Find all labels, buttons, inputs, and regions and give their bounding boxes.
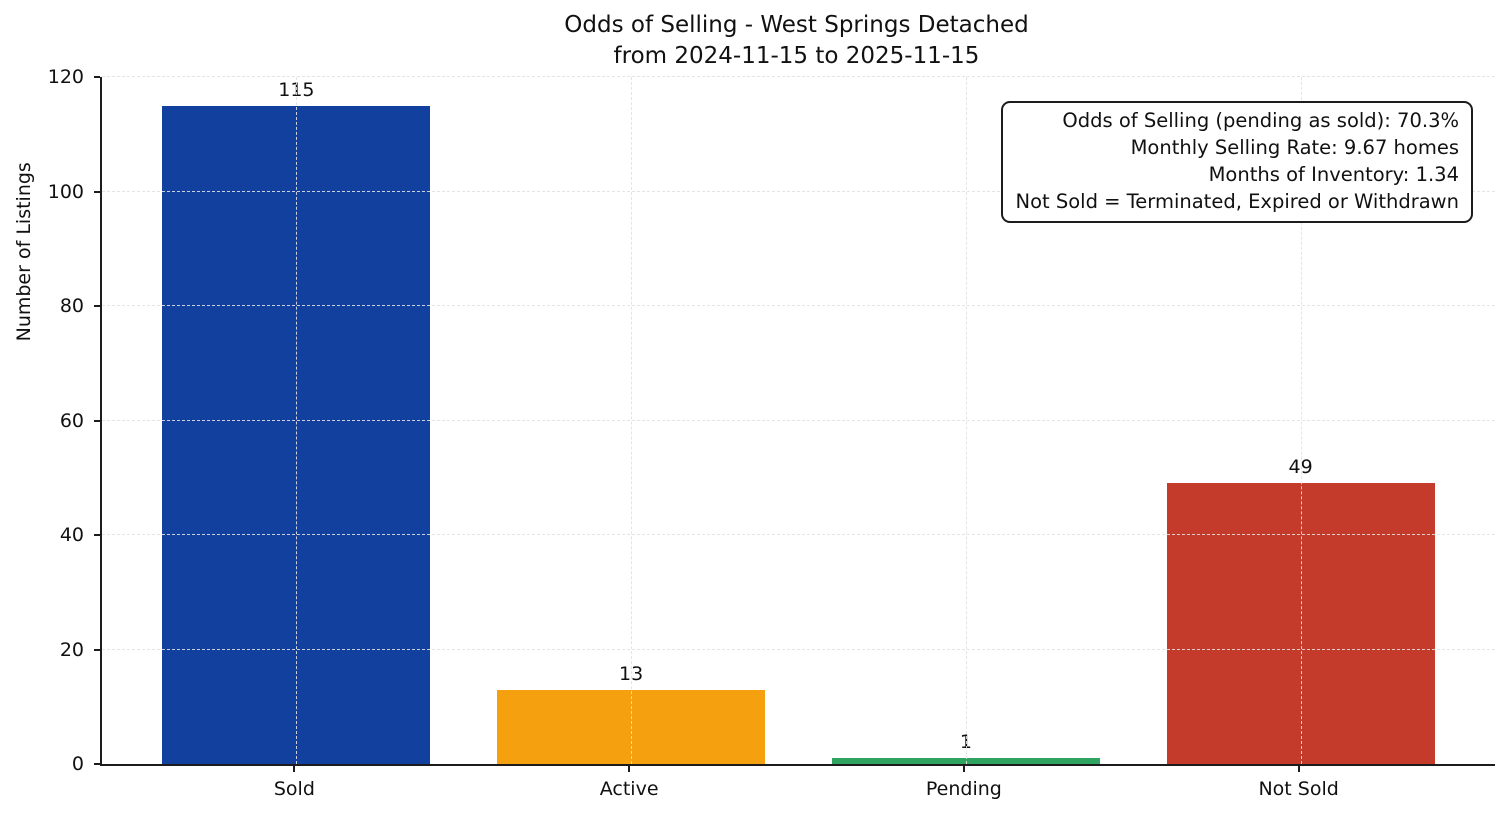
x-tick-label-not-sold: Not Sold bbox=[1258, 778, 1339, 800]
bar-pending bbox=[831, 758, 1100, 764]
x-tick-labels: Sold Active Pending Not Sold bbox=[100, 778, 1493, 806]
x-tick-mark bbox=[1297, 766, 1300, 772]
bar-not-sold bbox=[1166, 483, 1435, 764]
x-tick-label-sold: Sold bbox=[273, 778, 315, 800]
x-tick-label-active: Active bbox=[599, 778, 659, 800]
y-tick-mark bbox=[94, 763, 100, 765]
y-tick-label: 40 bbox=[59, 524, 84, 546]
bars-area: 115 13 1 49 bbox=[129, 77, 1468, 764]
y-tick-label: 20 bbox=[59, 638, 84, 661]
y-tick-mark bbox=[94, 419, 100, 422]
bar-sold bbox=[162, 105, 431, 764]
x-tick-label-pending: Pending bbox=[925, 778, 1002, 800]
annotation-line-3: Months of Inventory: 1.34 bbox=[1208, 163, 1459, 186]
bar-value-label-active: 13 bbox=[619, 662, 644, 685]
x-tick-marks bbox=[100, 766, 1493, 772]
bar-value-label-pending: 1 bbox=[959, 731, 972, 754]
annotation-box: Odds of Selling (pending as sold): 70.3%… bbox=[1001, 101, 1473, 223]
bar-value-label-not-sold: 49 bbox=[1288, 456, 1313, 479]
y-tick-mark bbox=[94, 648, 100, 651]
chart-title-line1: Odds of Selling - West Springs Detached bbox=[564, 12, 1029, 38]
annotation-line-1: Odds of Selling (pending as sold): 70.3% bbox=[1062, 109, 1459, 132]
y-tick-mark bbox=[94, 534, 100, 536]
y-tick-mark bbox=[94, 190, 100, 193]
plot-area: 115 13 1 49 bbox=[100, 76, 1495, 766]
bar-active bbox=[497, 689, 766, 764]
x-tick-mark bbox=[628, 766, 631, 772]
annotation-line-2: Monthly Selling Rate: 9.67 homes bbox=[1130, 136, 1459, 159]
x-tick-mark bbox=[293, 766, 296, 772]
x-tick-mark bbox=[962, 766, 965, 772]
y-tick-marks bbox=[94, 76, 100, 765]
bar-slot-sold: 115 bbox=[129, 77, 464, 764]
chart-title-line2: from 2024-11-15 to 2025-11-15 bbox=[613, 43, 980, 69]
y-tick-mark bbox=[94, 305, 100, 307]
y-tick-labels: 0 20 40 60 80 100 120 bbox=[0, 66, 84, 775]
chart-title: Odds of Selling - West Springs Detached … bbox=[100, 10, 1493, 72]
y-tick-label: 80 bbox=[59, 295, 84, 317]
y-tick-label: 100 bbox=[47, 180, 84, 203]
bar-slot-active: 13 bbox=[464, 77, 799, 764]
annotation-line-4: Not Sold = Terminated, Expired or Withdr… bbox=[1015, 190, 1459, 213]
y-tick-label: 120 bbox=[47, 66, 84, 88]
y-tick-label: 60 bbox=[59, 409, 84, 432]
y-tick-mark bbox=[94, 76, 100, 78]
bar-value-label-sold: 115 bbox=[278, 78, 315, 101]
y-tick-label: 0 bbox=[71, 753, 84, 775]
